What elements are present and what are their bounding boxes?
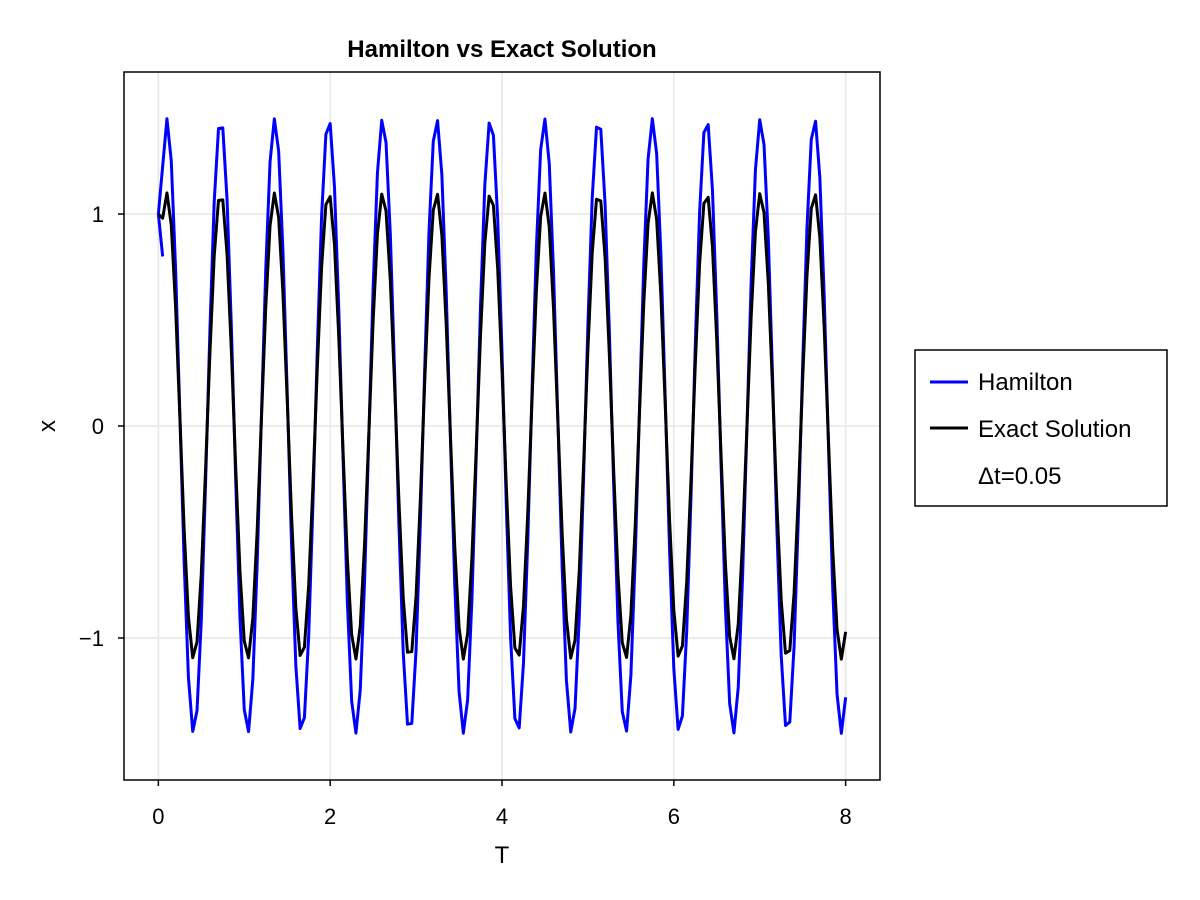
legend-label-dt: Δt=0.05 — [978, 463, 1061, 490]
ticks: 0 2 4 6 8 −1 0 1 — [79, 202, 852, 829]
legend-label-exact-solution: Exact Solution — [978, 416, 1131, 443]
series-layer — [156, 117, 848, 735]
x-tick-label: 0 — [152, 804, 164, 829]
y-tick-label: −1 — [79, 626, 104, 651]
x-axis-label: T — [495, 842, 510, 869]
chart-title: Hamilton vs Exact Solution — [347, 36, 656, 63]
x-tick-label: 2 — [324, 804, 336, 829]
series-line-exact-solution — [157, 191, 848, 661]
y-tick-label: 0 — [92, 414, 104, 439]
x-tick-label: 4 — [496, 804, 508, 829]
series-line-hamilton-start — [156, 213, 165, 257]
x-tick-label: 8 — [840, 804, 852, 829]
x-tick-label: 6 — [668, 804, 680, 829]
legend: Hamilton Exact Solution Δt=0.05 — [914, 349, 1168, 507]
legend-label-hamilton: Hamilton — [978, 369, 1073, 396]
y-tick-label: 1 — [92, 202, 104, 227]
y-axis-label: x — [34, 420, 61, 432]
